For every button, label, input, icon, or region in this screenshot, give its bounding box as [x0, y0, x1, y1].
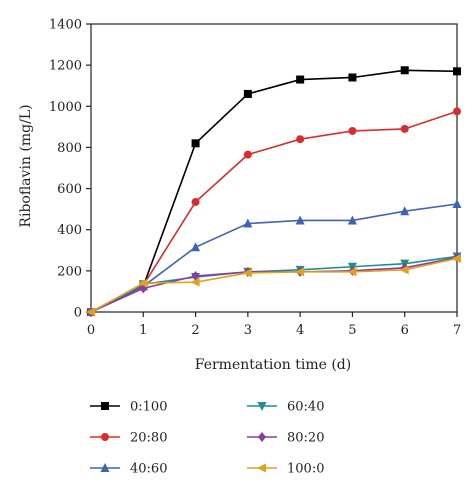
legend-marker — [101, 433, 109, 441]
data-point — [452, 199, 462, 208]
legend-marker — [101, 402, 109, 410]
legend-marker — [258, 432, 266, 442]
data-point — [453, 107, 461, 116]
series-2 — [86, 199, 462, 316]
x-tick-label: 4 — [296, 323, 304, 338]
data-point — [348, 73, 357, 82]
data-point — [296, 75, 305, 84]
x-tick-label: 7 — [453, 323, 461, 338]
data-point — [243, 218, 253, 228]
data-point — [399, 265, 409, 275]
series-line — [90, 110, 458, 313]
data-point — [453, 67, 461, 76]
series-line — [90, 257, 458, 313]
data-point — [295, 215, 305, 225]
y-tick-label: 1000 — [49, 100, 82, 115]
legend-label: 40:60 — [130, 462, 167, 477]
data-point — [400, 206, 410, 216]
data-point — [242, 268, 252, 278]
x-tick-label: 1 — [139, 323, 147, 338]
data-point — [190, 277, 200, 287]
data-point — [191, 242, 201, 252]
legend: 0:100 20:80 40:60 60:40 80:20 100:0 — [90, 400, 324, 477]
legend-item: 100:0 — [247, 462, 324, 477]
y-tick-label: 1400 — [49, 18, 82, 33]
x-tick-label: 5 — [348, 323, 356, 338]
legend-label: 0:100 — [130, 400, 167, 415]
x-axis-label: Fermentation time (d) — [195, 357, 351, 373]
data-point — [400, 66, 409, 75]
data-point — [191, 197, 200, 206]
legend-label: 20:80 — [130, 431, 167, 446]
legend-marker — [257, 402, 267, 411]
y-tick-label: 200 — [57, 264, 82, 279]
data-point — [400, 124, 409, 133]
y-axis-label: Riboflavin (mg/L) — [18, 104, 34, 227]
data-point — [86, 307, 95, 317]
legend-item: 60:40 — [247, 400, 324, 415]
y-tick-label: 800 — [57, 141, 82, 156]
legend-label: 100:0 — [287, 462, 324, 477]
legend-item: 40:60 — [90, 462, 167, 477]
series-5 — [86, 254, 461, 317]
data-point — [452, 254, 461, 264]
legend-item: 80:20 — [247, 431, 324, 446]
x-tick-label: 2 — [191, 323, 199, 338]
axes: 0 1 2 3 4 5 6 7 0 200 400 600 800 1000 1200 1400 — [49, 18, 461, 339]
data-point — [191, 271, 200, 281]
legend-marker — [100, 463, 110, 472]
data-point — [347, 267, 357, 277]
legend-marker — [257, 463, 266, 473]
data-point — [347, 215, 357, 225]
legend-item: 0:100 — [90, 400, 167, 415]
data-point — [138, 278, 148, 288]
y-tick-label: 1200 — [49, 59, 82, 74]
legend-item: 20:80 — [90, 431, 167, 446]
legend-label: 80:20 — [287, 431, 324, 446]
y-tick-label: 600 — [57, 182, 82, 197]
plot-border — [90, 23, 458, 313]
data-point — [191, 139, 200, 148]
data-point — [243, 89, 252, 98]
plot-area — [90, 23, 458, 313]
x-tick-label: 6 — [401, 323, 409, 338]
data-point — [296, 135, 305, 144]
axis-labels: Fermentation time (d) Riboflavin (mg/L) — [18, 104, 351, 373]
data-point — [243, 150, 252, 159]
series-layer — [86, 66, 462, 317]
series-line — [90, 69, 458, 313]
legend-label: 60:40 — [287, 400, 324, 415]
x-tick-label: 0 — [87, 323, 95, 338]
x-tick-label: 3 — [244, 323, 252, 338]
series-line — [90, 203, 458, 313]
y-tick-label: 0 — [74, 306, 82, 321]
series-0 — [87, 66, 461, 316]
data-point — [295, 267, 305, 277]
y-tick-label: 400 — [57, 223, 82, 238]
data-point — [348, 126, 357, 135]
